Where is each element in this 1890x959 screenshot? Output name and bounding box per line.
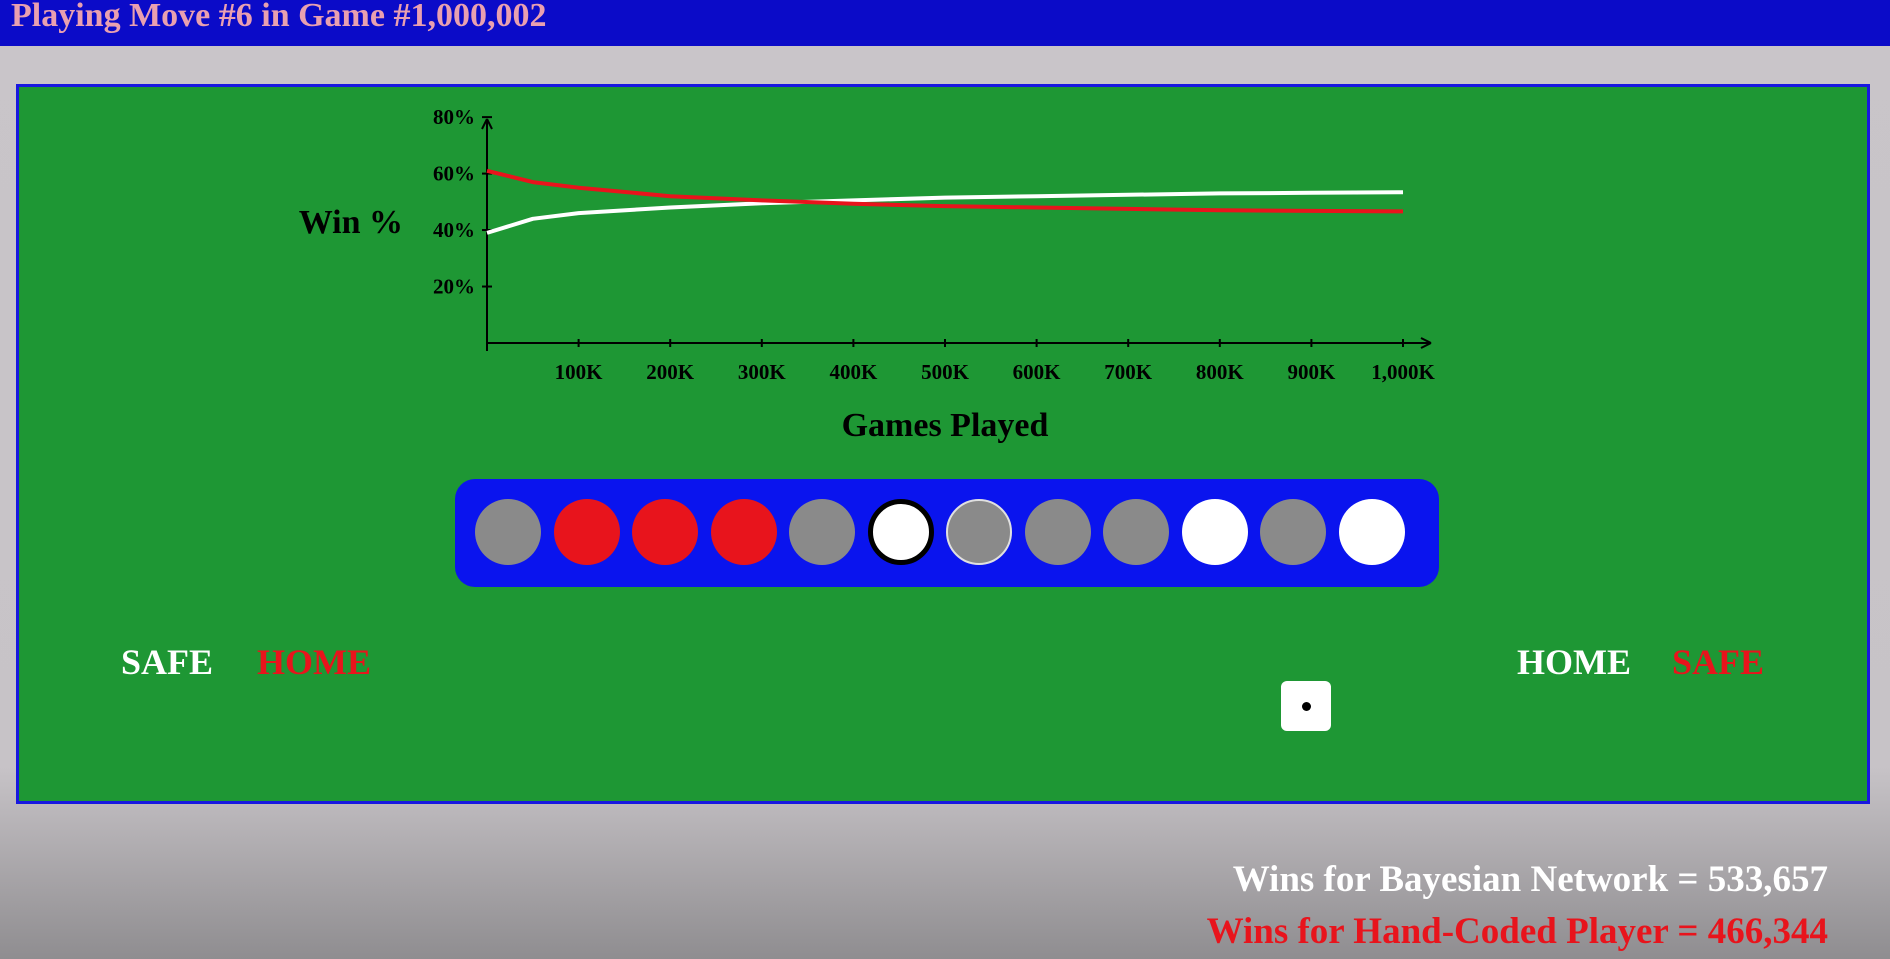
x-tick-label: 100K: [555, 360, 604, 384]
die-pip: [1302, 702, 1311, 711]
y-tick-label: 40%: [433, 218, 475, 242]
track-hole-4[interactable]: [710, 499, 777, 565]
series-line-0: [486, 190, 1404, 235]
x-tick-label: 200K: [646, 360, 695, 384]
game-board: 100K 200K 300K 400K 500K 600K 700K 800K 900K 1,00…: [16, 84, 1870, 804]
right-safe-label: SAFE: [1672, 642, 1765, 682]
x-tick-label: 800K: [1196, 360, 1245, 384]
y-axis-arrow: [481, 118, 493, 130]
bayesian-wins: Wins for Bayesian Network = 533,657: [1232, 859, 1828, 900]
track-hole-6[interactable]: [867, 499, 934, 565]
y-tick-label: 20%: [433, 275, 475, 299]
x-tick-label: 400K: [829, 360, 878, 384]
win-percentage-chart: 100K 200K 300K 400K 500K 600K 700K 800K 900K 1,00…: [299, 105, 1436, 444]
title-bar: Playing Move #6 in Game #1,000,002: [0, 0, 1890, 46]
x-tick-label: 300K: [738, 360, 787, 384]
x-tick-label: 1,000K: [1371, 360, 1435, 384]
series-line-1: [486, 168, 1404, 214]
piece-track: [455, 479, 1439, 587]
track-hole-12[interactable]: [1338, 499, 1405, 565]
x-axis-arrow: [1420, 337, 1432, 349]
track-hole-3[interactable]: [632, 499, 698, 565]
track-hole-2[interactable]: [553, 499, 620, 565]
left-home-label: HOME: [257, 642, 371, 682]
track-hole-7[interactable]: [946, 499, 1012, 565]
x-tick-label: 700K: [1104, 360, 1153, 384]
left-safe-label: SAFE: [121, 642, 214, 682]
track-hole-9[interactable]: [1103, 499, 1169, 565]
die[interactable]: [1281, 681, 1331, 731]
y-axis-label: Win %: [299, 204, 403, 241]
track-hole-1[interactable]: [475, 499, 541, 565]
track-hole-10[interactable]: [1181, 499, 1248, 565]
x-tick-label: 600K: [1013, 360, 1062, 384]
y-tick-label: 60%: [433, 162, 475, 186]
x-tick-label: 500K: [921, 360, 970, 384]
track-hole-5[interactable]: [789, 499, 855, 565]
x-tick-label: 900K: [1287, 360, 1336, 384]
track-hole-11[interactable]: [1260, 499, 1326, 565]
right-home-label: HOME: [1517, 642, 1631, 682]
game-status-title: Playing Move #6 in Game #1,000,002: [11, 0, 547, 34]
x-axis-label: Games Played: [842, 407, 1049, 444]
hand-coded-wins: Wins for Hand-Coded Player = 466,344: [1206, 911, 1828, 952]
track-hole-8[interactable]: [1024, 499, 1091, 565]
y-tick-label: 80%: [433, 105, 475, 129]
